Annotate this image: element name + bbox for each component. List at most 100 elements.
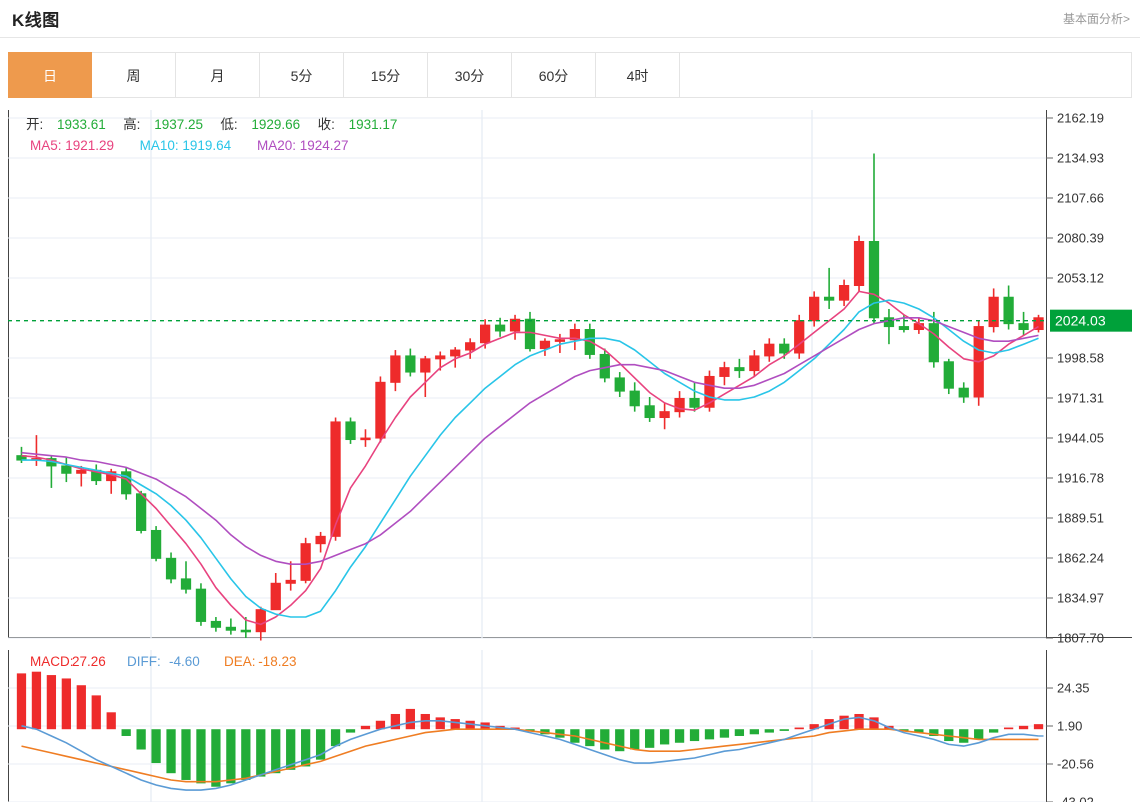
candle-body	[853, 240, 865, 287]
ma20-line	[21, 317, 1039, 565]
price-axis-tick: 1862.24	[1057, 550, 1104, 565]
macd-bar	[121, 729, 131, 736]
macd-bar	[61, 678, 71, 730]
macd-bar	[271, 729, 281, 774]
macd-bar	[749, 729, 759, 735]
candle-body	[360, 437, 371, 441]
macd-bar	[764, 729, 774, 733]
tab-0[interactable]: 日	[8, 52, 92, 98]
macd-axis-tick: 1.90	[1057, 719, 1082, 734]
macd-bar	[719, 729, 730, 738]
candle-body	[659, 411, 670, 419]
candle-body	[644, 405, 655, 419]
macd-bar	[46, 675, 57, 730]
ohlc-legend-item: 1933.61	[57, 117, 106, 132]
macd-bar	[241, 729, 251, 780]
price-axis-tick: 2107.66	[1057, 190, 1104, 205]
macd-legend-item: -18.23	[258, 654, 296, 669]
ohlc-legend-item: 1929.66	[251, 117, 300, 132]
candle-body	[674, 397, 685, 413]
candle-body	[315, 535, 326, 545]
macd-bar	[465, 720, 475, 730]
candle-body	[479, 324, 491, 344]
tab-3[interactable]: 5分	[260, 52, 344, 98]
candle-body	[764, 343, 775, 357]
price-axis-tick: 1944.05	[1057, 430, 1104, 445]
macd-bar	[585, 729, 595, 747]
candle-body	[76, 469, 87, 474]
candle-body	[794, 320, 805, 354]
candle-body	[1018, 323, 1029, 331]
diff-line	[21, 716, 1039, 791]
candle-body	[629, 390, 640, 407]
candle-body	[734, 367, 745, 372]
fundamental-analysis-link[interactable]: 基本面分析>	[1062, 11, 1130, 26]
price-axis-tick: 1889.51	[1057, 510, 1104, 525]
tab-4[interactable]: 15分	[344, 52, 428, 98]
macd-bar	[256, 729, 266, 777]
candle-body	[524, 318, 536, 350]
tabbar-filler	[680, 52, 1132, 98]
kline-svg[interactable]: 2162.19 2134.93 2107.66 2080.39 2053.12 1998.…	[8, 110, 1132, 802]
price-axis-labels: 2162.19 2134.93 2107.66 2080.39 2053.12 1998.…	[1046, 111, 1104, 646]
chart-area[interactable]: 2162.19 2134.93 2107.66 2080.39 2053.12 1998.…	[8, 110, 1132, 802]
macd-bar	[226, 729, 236, 784]
candle-body	[16, 455, 27, 461]
macd-legend-item: DEA:	[224, 654, 256, 669]
candle-body	[450, 349, 461, 357]
candle-body	[509, 318, 521, 332]
price-axis-tick: 1807.70	[1057, 631, 1104, 646]
macd-bar	[151, 729, 161, 764]
macd-bar	[390, 713, 401, 730]
macd-bar	[779, 729, 789, 731]
candle-body	[330, 421, 341, 537]
candle-body	[61, 465, 72, 474]
ohlc-legend-item: 低:	[220, 117, 237, 132]
price-axis-tick: 1971.31	[1057, 391, 1104, 406]
macd-bar	[540, 729, 550, 735]
candle-body	[420, 358, 431, 373]
candle-body	[749, 355, 760, 372]
candle-body	[345, 421, 356, 441]
candle-body	[435, 355, 446, 360]
tab-1[interactable]: 周	[92, 52, 176, 98]
macd-bar	[106, 712, 116, 730]
page-title: K线图	[12, 11, 60, 30]
macd-legend-item: DIFF:	[127, 654, 161, 669]
candle-body	[898, 326, 910, 331]
candle-body	[300, 543, 311, 581]
ohlc-legend-item: 1937.25	[154, 117, 203, 132]
tab-2[interactable]: 月	[176, 52, 260, 98]
macd-axis-tick: -20.56	[1057, 757, 1094, 772]
macd-bar	[929, 729, 939, 736]
tab-7[interactable]: 4时	[596, 52, 680, 98]
candle-body	[569, 329, 581, 341]
macd-legend-item: -4.60	[169, 654, 200, 669]
macd-bar	[450, 719, 460, 730]
macd-bar	[330, 729, 341, 747]
macd-bar	[1018, 725, 1029, 730]
candle-body	[614, 377, 625, 392]
macd-legend-item: MACD:	[30, 654, 74, 669]
ohlc-legend-item: 开:	[26, 117, 43, 132]
candle-body	[689, 397, 700, 408]
page-header: K线图 基本面分析>	[0, 0, 1140, 38]
tab-5[interactable]: 30分	[428, 52, 512, 98]
candle-body	[1003, 296, 1014, 325]
candle-body	[225, 626, 237, 631]
candle-body	[554, 339, 566, 342]
price-axis-tick: 1834.97	[1057, 590, 1104, 605]
price-axis-tick: 2053.12	[1057, 270, 1104, 285]
macd-bar	[31, 671, 42, 730]
macd-bar	[944, 729, 954, 742]
macd-bar	[809, 724, 819, 730]
candle-body	[210, 620, 222, 628]
ma10-line	[21, 299, 1039, 618]
candle-body	[809, 296, 820, 322]
tab-6[interactable]: 60分	[512, 52, 596, 98]
ohlc-legend-item: 高:	[123, 116, 140, 132]
macd-bar	[689, 729, 700, 742]
macd-bar	[989, 729, 999, 733]
ohlc-legend-item: 1931.17	[349, 117, 398, 132]
candle-body	[958, 387, 969, 398]
